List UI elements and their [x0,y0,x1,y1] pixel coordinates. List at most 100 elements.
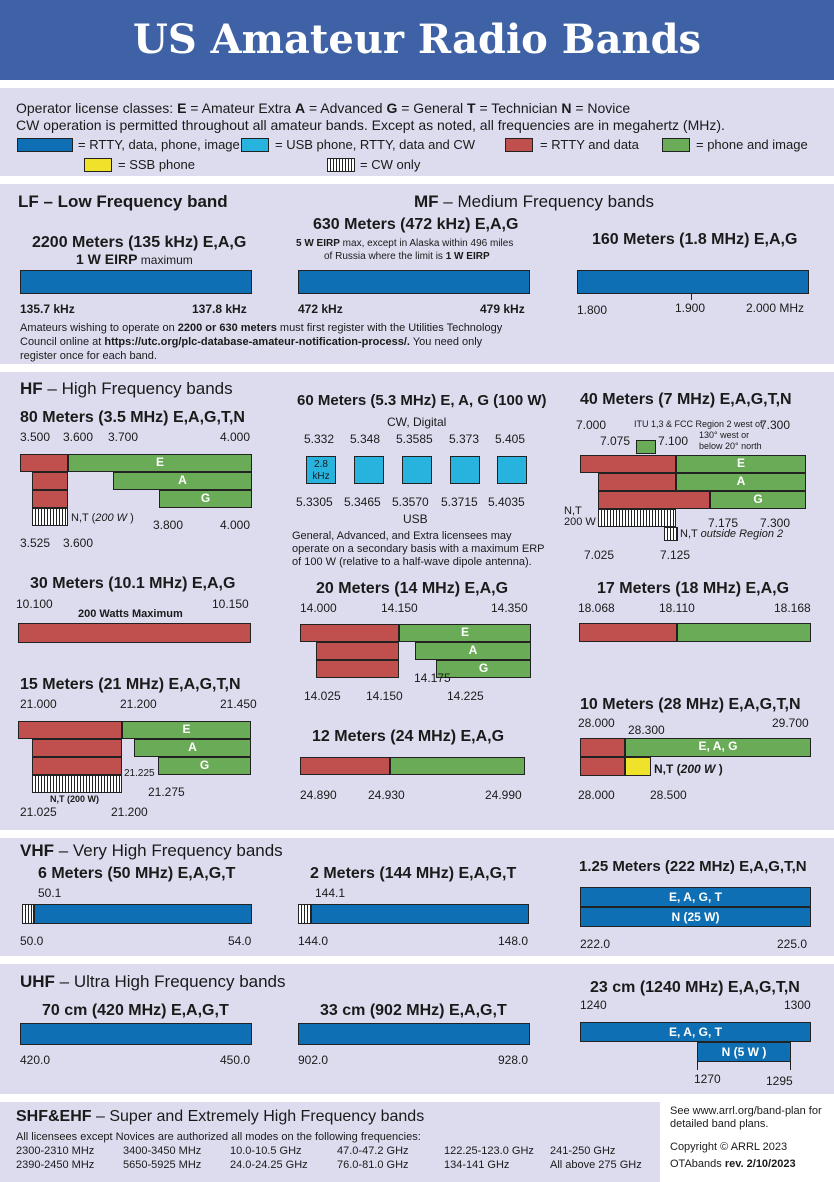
band-80m-a: A [113,472,252,490]
band-630m-note2: of Russia where the limit is 1 W EIRP [324,251,490,262]
band-70cm-bar [20,1023,252,1045]
band-17m-f1: 18.068 [578,601,615,615]
band-15m-f6: 21.025 [20,805,57,819]
band-125m-f1: 222.0 [580,937,611,951]
shf-heading: SHF&EHF – Super and Extremely High Frequ… [16,1108,425,1125]
band-6m-cw [22,904,34,924]
band-10m-red1 [580,738,625,757]
band-6m-bar [34,904,252,924]
shf-freq-1b: 2390-2450 MHz [16,1159,95,1171]
band-17m-red [579,623,677,642]
band-10m-eag: E, A, G [625,738,811,757]
band-125m-eagt: E, A, G, T [580,887,811,907]
band-12m-green [390,757,525,775]
band-20m-f6: 14.175 [414,671,451,685]
band-30m-f1: 10.100 [16,597,53,611]
band-60m-b5: 5.4035 [488,495,525,509]
band-80m-f1: 3.500 [20,430,51,444]
band-15m-f1: 21.000 [20,697,57,711]
band-125m-title: 1.25 Meters (222 MHz) E,A,G,T,N [579,858,807,875]
band-80m-f4: 4.000 [220,430,251,444]
band-60m-ch2 [354,456,384,484]
band-10m-nt: N,T (200 W ) [654,762,723,776]
band-2m-title: 2 Meters (144 MHz) E,A,G,T [310,865,517,882]
shf-freq-1a: 2300-2310 MHz [16,1145,95,1157]
band-2200m-title: 2200 Meters (135 kHz) E,A,G [32,234,247,251]
band-40m-itu-bar [636,440,656,454]
band-23cm-eagt: E, A, G, T [580,1022,811,1042]
band-40m-f5: 7.175 [708,516,739,530]
band-15m-red2 [32,739,122,757]
legend-label-red: = RTTY and data [540,137,639,152]
band-20m-g: G [436,660,531,678]
band-20m-f2: 14.150 [381,601,418,615]
band-80m-f2: 3.600 [63,430,94,444]
band-33cm-f1: 902.0 [298,1053,329,1067]
band-80m-red3 [32,490,68,508]
band-630m-low: 472 kHz [298,302,343,316]
band-23cm-f1: 1240 [580,998,607,1012]
band-20m-title: 20 Meters (14 MHz) E,A,G [316,580,509,597]
band-80m-f3: 3.700 [108,430,139,444]
band-40m-f3: 7.075 [600,434,631,448]
band-40m-f2: 7.300 [760,418,791,432]
shf-freq-3b: 24.0-24.25 GHz [230,1159,308,1171]
uhf-heading: UHF – Ultra High Frequency bands [20,972,286,991]
registration-note-3: register once for each band. [20,350,157,362]
band-80m-f5: 3.800 [153,518,184,532]
legend-label-green: = phone and image [696,137,808,152]
band-80m-red2 [32,472,68,490]
band-70cm-title: 70 cm (420 MHz) E,A,G,T [42,1002,229,1019]
footer-see1: See www.arrl.org/band-plan for [670,1105,822,1117]
band-40m-itu2: 130° west or [699,430,750,440]
band-60m-b2: 5.3465 [344,495,381,509]
band-2m-f3: 148.0 [498,934,529,948]
band-160m-f3: 2.000 MHz [746,301,805,315]
page-title: US Amateur Radio Bands [0,0,834,80]
band-2200m-power: 1 W EIRP maximum [76,251,193,267]
band-6m-title: 6 Meters (50 MHz) E,A,G,T [38,865,236,882]
band-60m-note1: General, Advanced, and Extra licensees m… [292,530,512,542]
band-30m-f2: 10.150 [212,597,249,611]
legend-label-yellow: = SSB phone [118,157,195,172]
legend-label-cyan: = USB phone, RTTY, data and CW [275,137,476,152]
band-80m-red1 [20,454,68,472]
band-2200m-bar [20,270,252,294]
band-20m-red1 [300,624,399,642]
band-15m-f5: 21.275 [148,785,185,799]
band-23cm-title: 23 cm (1240 MHz) E,A,G,T,N [590,979,800,996]
band-30m-bar [18,623,251,643]
band-60m-t2: 5.348 [350,432,381,446]
band-2m-bar [311,904,529,924]
band-40m-red1 [580,455,676,473]
band-10m-red2 [580,757,625,776]
footer-see2: detailed band plans. [670,1118,769,1130]
band-12m-f2: 24.930 [368,788,405,802]
band-60m-ch4 [450,456,480,484]
band-160m-bar [577,270,809,294]
band-40m-itu3: below 20° north [699,441,762,451]
band-2m-f2: 144.0 [298,934,329,948]
band-60m-cwdigital: CW, Digital [384,415,450,429]
band-80m-nt: N,T (200 W ) [71,512,134,524]
shf-freq-2b: 5650-5925 MHz [123,1159,202,1171]
band-80m-g: G [159,490,252,508]
band-12m-f1: 24.890 [300,788,337,802]
band-12m-title: 12 Meters (24 MHz) E,A,G [312,728,505,745]
band-10m-f4: 28.000 [578,788,615,802]
shf-freq-4b: 76.0-81.0 GHz [337,1159,409,1171]
band-630m-title: 630 Meters (472 kHz) E,A,G [313,216,519,233]
band-6m-f3: 54.0 [228,934,252,948]
band-20m-f7: 14.225 [447,689,484,703]
band-17m-f2: 18.110 [659,601,695,615]
band-125m-n: N (25 W) [580,907,811,927]
legend-swatch-blue [17,138,73,152]
band-23cm-f2: 1300 [784,998,811,1012]
band-70cm-f1: 420.0 [20,1053,51,1067]
hf-heading: HF – High Frequency bands [20,379,233,398]
lf-heading: LF – Low Frequency band [18,192,228,211]
band-40m-title: 40 Meters (7 MHz) E,A,G,T,N [580,391,792,408]
band-30m-max: 200 Watts Maximum [78,608,183,620]
band-10m-f1: 28.000 [578,716,615,730]
band-60m-title: 60 Meters (5.3 MHz) E, A, G (100 W) [297,392,547,409]
